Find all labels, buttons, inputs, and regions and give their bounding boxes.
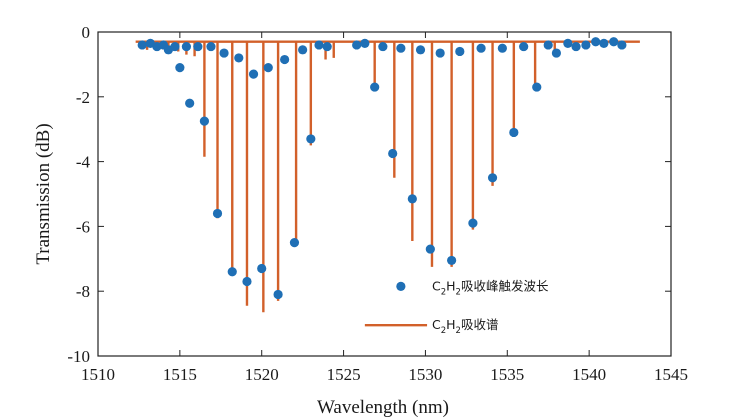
trigger-point [227, 267, 237, 277]
trigger-point [137, 40, 147, 50]
legend-label-trigger: C2H2吸收峰触发波长 [432, 278, 549, 297]
trigger-point [581, 40, 591, 50]
trigger-point [370, 82, 380, 92]
trigger-point [497, 43, 507, 53]
y-tick-label: -2 [76, 88, 90, 107]
y-tick-label: -10 [67, 347, 90, 366]
x-tick-label: 1525 [327, 365, 361, 384]
plot-frame [97, 31, 672, 357]
trigger-point [617, 40, 627, 50]
trigger-point [435, 48, 445, 58]
legend-marker-trigger [396, 281, 406, 291]
trigger-point [571, 41, 581, 52]
trigger-point [298, 45, 308, 55]
trigger-point [193, 41, 203, 52]
trigger-point [415, 45, 426, 55]
trigger-point [476, 43, 486, 53]
trigger-point [185, 98, 195, 108]
trigger-point [378, 41, 388, 52]
trigger-point [314, 40, 324, 50]
trigger-point [263, 63, 273, 73]
trigger-point [175, 63, 185, 73]
y-tick-label: -6 [76, 217, 90, 236]
x-tick-label: 1540 [572, 365, 606, 384]
trigger-point [322, 41, 332, 52]
spectrum-line [135, 40, 640, 313]
trigger-point [468, 218, 478, 228]
trigger-point [591, 37, 601, 47]
trigger-point [388, 148, 398, 159]
axes: 1510 1515 1520 1525 1530 1535 1540 1545 0 -2 -4 -6 -… [67, 23, 688, 384]
y-axis-title: Transmission (dB) [33, 123, 54, 264]
legend: C2H2吸收峰触发波长 C2H2吸收谱 [364, 278, 549, 336]
trigger-point [206, 41, 216, 52]
trigger-point [170, 41, 180, 52]
x-tick-label: 1520 [245, 365, 279, 384]
y-tick-label: 0 [82, 23, 91, 42]
legend-label-spectrum: C2H2吸收谱 [432, 317, 499, 336]
trigger-point [181, 41, 192, 52]
trigger-point [360, 38, 370, 48]
trigger-point [234, 53, 244, 63]
y-tick-label: -4 [76, 153, 91, 172]
trigger-point [455, 46, 465, 57]
trigger-point [212, 208, 223, 219]
trigger-point [199, 116, 210, 126]
trigger-point [219, 48, 229, 58]
x-tick-label: 1530 [408, 365, 442, 384]
x-axis-title: Wavelength (nm) [317, 397, 449, 418]
trigger-point [532, 82, 542, 92]
trigger-point [551, 48, 562, 58]
x-tick-label: 1510 [81, 365, 115, 384]
y-tick-label: -8 [76, 282, 90, 301]
trigger-point [609, 37, 619, 47]
trigger-point [280, 54, 290, 65]
trigger-point [447, 255, 457, 266]
trigger-point [289, 238, 300, 248]
x-tick-label: 1545 [654, 365, 688, 384]
trigger-point [543, 40, 553, 50]
trigger-point [273, 289, 283, 300]
trigger-point [242, 276, 252, 287]
trigger-point [519, 41, 529, 52]
trigger-point [306, 134, 316, 144]
trigger-point [257, 263, 267, 274]
x-tick-label: 1515 [163, 365, 197, 384]
trigger-point [487, 173, 498, 183]
trigger-point [599, 38, 609, 48]
trigger-point [563, 38, 573, 48]
x-tick-label: 1535 [490, 365, 524, 384]
trigger-point [396, 43, 406, 53]
trigger-point [509, 127, 519, 138]
plot-marks [135, 37, 640, 313]
trigger-point [425, 244, 435, 254]
trigger-point [248, 69, 259, 79]
trigger-point [407, 194, 417, 204]
trigger-point [352, 40, 362, 50]
